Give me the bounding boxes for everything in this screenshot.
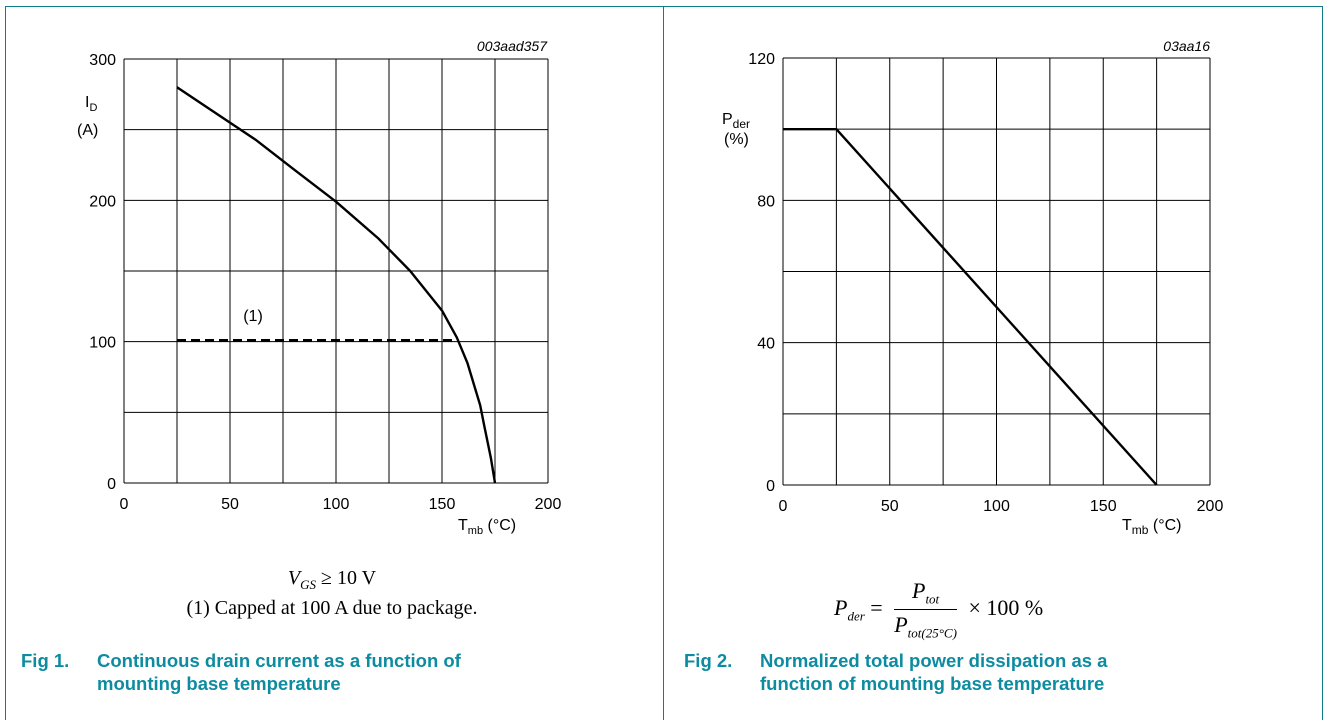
formula-vgs-main: V bbox=[287, 567, 301, 589]
y-tick-label: 120 bbox=[748, 51, 775, 68]
y-axis-label-main: I bbox=[85, 94, 89, 111]
y-axis-label-sub: D bbox=[89, 102, 97, 114]
x-axis-label: Tmb (°C) bbox=[458, 517, 516, 537]
caption-text-line-2: function of mounting base temperature bbox=[760, 673, 1105, 694]
x-axis-label-unit: (°C) bbox=[1148, 517, 1181, 534]
caption-number: Fig 2. bbox=[684, 650, 733, 671]
caption-text-line-1: Continuous drain current as a function o… bbox=[97, 650, 461, 671]
data-series-line bbox=[783, 127, 1158, 486]
formula-lhs-main: P bbox=[834, 594, 848, 620]
y-axis-unit: (A) bbox=[77, 122, 98, 139]
y-tick-label: 40 bbox=[757, 336, 775, 353]
chart-2: 0 50 100 150 200 0 40 80 120 03aa16 Pder (%) Tmb… bbox=[722, 38, 1223, 537]
caption-number: Fig 1. bbox=[21, 650, 70, 671]
y-axis-label: ID bbox=[85, 94, 97, 114]
x-tick-label: 150 bbox=[1090, 498, 1117, 515]
x-tick-label: 50 bbox=[221, 496, 239, 513]
caption-text-line-1: Normalized total power dissipation as a bbox=[760, 650, 1108, 671]
formula-vgs-sub: GS bbox=[300, 577, 317, 592]
y-tick-label: 300 bbox=[89, 52, 116, 69]
y-tick-label: 0 bbox=[766, 478, 775, 495]
data-series-line bbox=[176, 86, 497, 484]
x-axis-label-unit: (°C) bbox=[483, 517, 516, 534]
figure-2: 0 50 100 150 200 0 40 80 120 03aa16 Pder (%) Tmb… bbox=[664, 0, 1328, 724]
plot-area: 0 50 100 150 200 0 100 200 300 bbox=[89, 52, 561, 513]
x-axis-label-main: T bbox=[1122, 517, 1132, 534]
y-axis-label: Pder bbox=[722, 111, 750, 131]
formula-vgs: VGS ≥ 10 V bbox=[0, 567, 664, 593]
y-axis-label-sub: der bbox=[733, 117, 750, 131]
formula-fraction: Ptot Ptot(25°C) bbox=[894, 578, 957, 642]
formula-vgs-rest: ≥ 10 V bbox=[316, 567, 377, 589]
cap-note: (1) Capped at 100 A due to package. bbox=[186, 597, 478, 619]
formula-den-main: P bbox=[894, 612, 908, 638]
y-axis-unit: (%) bbox=[724, 131, 749, 148]
caption-text-line-2: mounting base temperature bbox=[97, 673, 341, 694]
x-axis-label-sub: mb bbox=[1132, 523, 1149, 537]
x-tick-label: 200 bbox=[535, 496, 562, 513]
formula-num-main: P bbox=[911, 578, 926, 603]
x-tick-label: 0 bbox=[779, 498, 788, 515]
x-tick-label: 0 bbox=[120, 496, 129, 513]
y-tick-label: 100 bbox=[89, 335, 116, 352]
formula-den-sub: tot(25°C) bbox=[907, 625, 957, 641]
x-axis-label: Tmb (°C) bbox=[1122, 517, 1182, 537]
x-tick-label: 100 bbox=[983, 498, 1010, 515]
y-tick-label: 200 bbox=[89, 193, 116, 210]
x-tick-label: 200 bbox=[1197, 498, 1224, 515]
x-tick-label: 50 bbox=[881, 498, 899, 515]
y-tick-label: 0 bbox=[107, 476, 116, 493]
figure-code: 03aa16 bbox=[1163, 38, 1210, 54]
formula-rest: × 100 % bbox=[968, 594, 1044, 620]
plot-area: 0 50 100 150 200 0 40 80 120 bbox=[748, 51, 1223, 515]
note-marker-label: (1) bbox=[243, 308, 263, 325]
formula-num-sub: tot bbox=[925, 591, 940, 607]
y-axis-label-main: P bbox=[722, 111, 733, 128]
x-axis-label-sub: mb bbox=[468, 525, 483, 537]
y-tick-label: 80 bbox=[757, 193, 775, 210]
formula-lhs-sub: der bbox=[847, 608, 865, 624]
page-frame bbox=[5, 6, 1323, 720]
formula-pder: Pder = Ptot Ptot(25°C) × 100 % bbox=[834, 578, 1044, 642]
x-tick-label: 150 bbox=[429, 496, 456, 513]
panel-divider bbox=[663, 6, 664, 720]
x-axis-label-main: T bbox=[458, 517, 468, 534]
figure-1: 0 50 100 150 200 0 100 200 300 003aad357 ID (A) … bbox=[0, 38, 664, 694]
x-tick-label: 100 bbox=[323, 496, 350, 513]
figure-code: 003aad357 bbox=[477, 38, 548, 54]
